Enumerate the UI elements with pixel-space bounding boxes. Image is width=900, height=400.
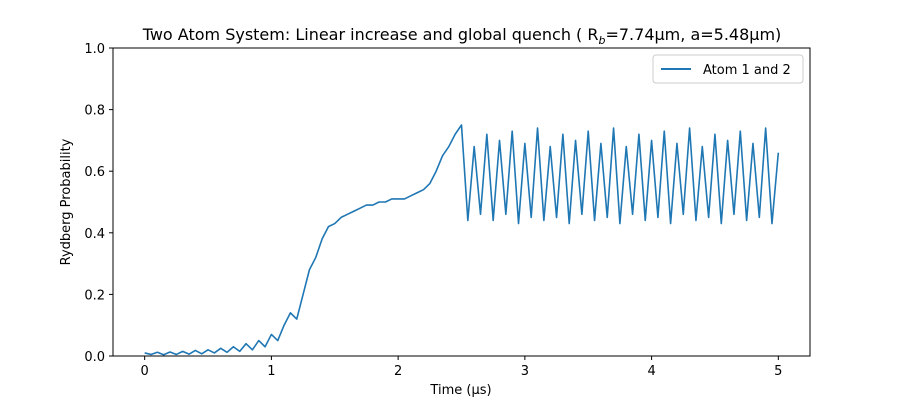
y-tick-label-4: 0.8 xyxy=(84,104,105,119)
y-tick-label-0: 0.0 xyxy=(84,350,105,365)
chart-title-main: Two Atom System: Linear increase and glo… xyxy=(142,25,599,44)
x-tick-label-2: 2 xyxy=(394,364,402,379)
x-tick-label-0: 0 xyxy=(141,364,149,379)
y-tick-label-2: 0.4 xyxy=(84,227,105,242)
x-tick-label-5: 5 xyxy=(774,364,782,379)
chart-title: Two Atom System: Linear increase and glo… xyxy=(142,25,782,47)
plot-frame xyxy=(112,47,811,357)
y-axis-label: Rydberg Probability xyxy=(59,138,74,265)
series-line-0 xyxy=(144,124,780,356)
x-tick-label-4: 4 xyxy=(647,364,655,379)
chart-title-subscript: b xyxy=(598,34,605,47)
chart-title-tail: =7.74μm, a=5.48μm) xyxy=(605,25,781,44)
x-tick-label-1: 1 xyxy=(267,364,275,379)
legend-label-atom-1-and-2: Atom 1 and 2 xyxy=(703,63,791,78)
y-tick-label-3: 0.6 xyxy=(84,165,105,180)
x-axis-label: Time (μs) xyxy=(429,383,491,398)
y-tick-label-1: 0.2 xyxy=(84,288,105,303)
legend-box xyxy=(652,54,804,84)
legend: Atom 1 and 2 xyxy=(652,54,804,84)
plot-area: 0 1 2 3 4 5 0.0 0.2 0.4 0.6 0.8 1.0 xyxy=(84,42,811,379)
y-tick-label-5: 1.0 xyxy=(84,42,105,57)
x-tick-label-3: 3 xyxy=(521,364,529,379)
